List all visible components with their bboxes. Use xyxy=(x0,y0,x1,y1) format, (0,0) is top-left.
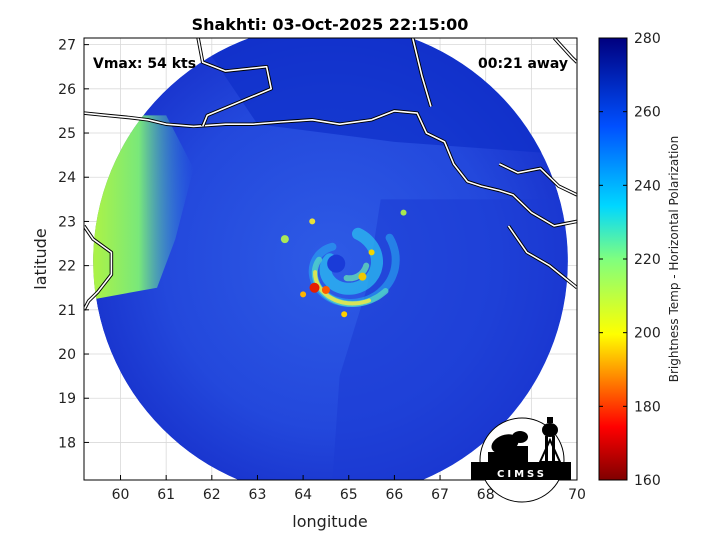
vmax-annotation: Vmax: 54 kts xyxy=(93,56,196,72)
coast-line xyxy=(553,38,577,63)
x-tick-label: 61 xyxy=(157,487,175,503)
colorbar-tick-label: 200 xyxy=(634,326,661,342)
y-tick-label: 18 xyxy=(58,435,76,451)
low-tb-spot xyxy=(300,291,307,298)
low-tb-spot xyxy=(309,282,320,293)
x-tick-label: 67 xyxy=(431,487,449,503)
spiral-band xyxy=(319,227,383,295)
x-tick-label: 60 xyxy=(112,487,130,503)
coast-line xyxy=(84,110,577,227)
colorbar-ticks: 160 180 200 220 240 260 280 xyxy=(599,31,661,489)
coast-line xyxy=(499,163,577,196)
x-tick-label: 65 xyxy=(340,487,358,503)
colorbar-tick-label: 160 xyxy=(634,473,661,489)
y-tick-label: 21 xyxy=(58,303,76,319)
coastline xyxy=(84,38,577,311)
satellite-dish-icon xyxy=(488,431,528,462)
colorbar-tick-label: 260 xyxy=(634,105,661,121)
colorbar xyxy=(598,37,628,481)
coast-line xyxy=(507,225,577,289)
x-tick-label: 63 xyxy=(249,487,267,503)
low-tb-spot xyxy=(358,272,367,281)
water-tower-icon xyxy=(538,417,562,463)
y-tick-label: 19 xyxy=(58,391,76,407)
plot-frame xyxy=(83,37,578,481)
y-tick-label: 25 xyxy=(58,126,76,142)
y-axis-label: latitude xyxy=(31,228,50,289)
low-tb-spot xyxy=(400,209,407,216)
x-tick-label: 64 xyxy=(294,487,312,503)
low-tb-spot xyxy=(368,249,375,256)
coast-line xyxy=(411,38,432,107)
low-tb-spot xyxy=(341,311,348,318)
low-tb-spot xyxy=(309,218,316,225)
cimss-logo: CIMSS xyxy=(471,417,571,503)
x-tick-label: 68 xyxy=(477,487,495,503)
y-tick-label: 22 xyxy=(58,259,76,275)
y-tick-label: 27 xyxy=(58,38,76,54)
y-tick-label: 26 xyxy=(58,82,76,98)
y-tick-label: 20 xyxy=(58,347,76,363)
logo-text: CIMSS xyxy=(497,469,547,480)
coast-line xyxy=(84,225,113,311)
spiral-band xyxy=(343,262,370,282)
time-away-annotation: 00:21 away xyxy=(478,56,568,72)
coast-line xyxy=(197,38,272,127)
spiral-band xyxy=(313,270,371,306)
y-axis: 18 19 20 21 22 23 24 25 26 27 xyxy=(58,38,89,451)
colorbar-tick-label: 240 xyxy=(634,178,661,194)
x-axis-label: longitude xyxy=(292,512,367,531)
storm-spiral xyxy=(280,209,407,318)
colorbar-label: Brightness Temp - Horizontal Polarizatio… xyxy=(667,136,681,383)
colorbar-tick-label: 220 xyxy=(634,252,661,268)
x-tick-label: 66 xyxy=(385,487,403,503)
chart-title: Shakhti: 03-Oct-2025 22:15:00 xyxy=(192,15,469,34)
x-tick-label: 62 xyxy=(203,487,221,503)
y-tick-label: 24 xyxy=(58,170,76,186)
storm-eye xyxy=(327,254,346,273)
x-tick-label: 70 xyxy=(568,487,586,503)
colorbar-tick-label: 280 xyxy=(634,31,661,47)
low-tb-spot xyxy=(280,235,289,244)
colorbar-tick-label: 180 xyxy=(634,399,661,415)
low-tb-spot xyxy=(321,285,330,294)
y-tick-label: 23 xyxy=(58,214,76,230)
